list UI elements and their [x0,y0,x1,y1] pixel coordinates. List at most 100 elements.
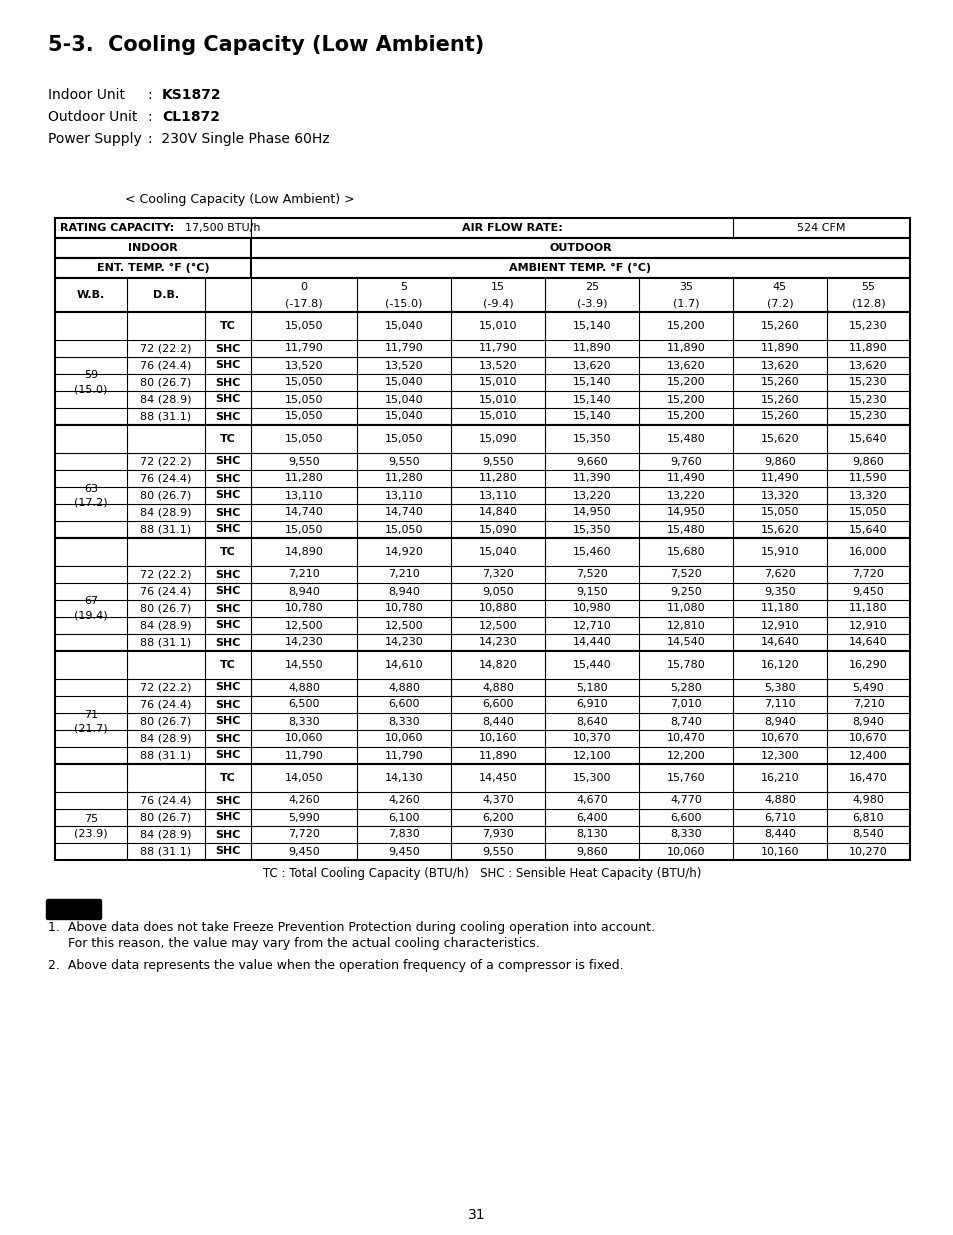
Text: SHC: SHC [215,587,240,597]
Text: SHC: SHC [215,751,240,761]
Text: AIR FLOW RATE:: AIR FLOW RATE: [461,224,562,233]
Text: :  230V Single Phase 60Hz: : 230V Single Phase 60Hz [148,132,330,146]
Text: :: : [148,110,161,124]
Text: 15,050: 15,050 [284,411,323,421]
Text: 12,910: 12,910 [848,620,887,631]
Text: (-17.8): (-17.8) [285,298,322,308]
Text: 15: 15 [491,282,504,291]
Text: 8,130: 8,130 [576,830,607,840]
Text: 11,890: 11,890 [478,751,517,761]
Text: 5-3.  Cooling Capacity (Low Ambient): 5-3. Cooling Capacity (Low Ambient) [48,35,484,56]
Text: 76 (24.4): 76 (24.4) [140,699,192,709]
Text: 16,290: 16,290 [848,659,887,671]
Text: SHC: SHC [215,457,240,467]
Text: 15,010: 15,010 [478,394,517,405]
Text: 14,050: 14,050 [284,773,323,783]
Text: 15,460: 15,460 [572,547,611,557]
Text: 8,640: 8,640 [576,716,607,726]
Text: 7,320: 7,320 [481,569,514,579]
Text: 15,230: 15,230 [848,378,887,388]
Text: 9,550: 9,550 [388,457,419,467]
Text: 7,720: 7,720 [288,830,319,840]
Text: 16,210: 16,210 [760,773,799,783]
Text: 13,520: 13,520 [384,361,423,370]
Text: 14,450: 14,450 [478,773,517,783]
Text: Indoor Unit: Indoor Unit [48,88,125,103]
Text: SHC: SHC [215,683,240,693]
Text: 15,090: 15,090 [478,433,517,445]
Text: 13,620: 13,620 [666,361,704,370]
Text: 15,140: 15,140 [572,378,611,388]
Text: 88 (31.1): 88 (31.1) [140,846,192,857]
Text: 15,300: 15,300 [572,773,611,783]
Text: 72 (22.2): 72 (22.2) [140,343,192,353]
Text: 4,260: 4,260 [388,795,419,805]
Text: 14,640: 14,640 [848,637,887,647]
Text: 15,910: 15,910 [760,547,799,557]
Text: 9,860: 9,860 [576,846,607,857]
Text: SHC: SHC [215,490,240,500]
Text: 72 (22.2): 72 (22.2) [140,683,192,693]
Bar [55,651,909,764]
Text: 15,050: 15,050 [284,394,323,405]
Text: 15,010: 15,010 [478,321,517,331]
Text: 15,050: 15,050 [284,433,323,445]
Text: 10,060: 10,060 [284,734,323,743]
Text: 14,610: 14,610 [384,659,423,671]
Text: 13,320: 13,320 [760,490,799,500]
Text: 14,230: 14,230 [478,637,517,647]
Text: 16,470: 16,470 [848,773,887,783]
Text: 88 (31.1): 88 (31.1) [140,751,192,761]
Text: SHC: SHC [215,378,240,388]
Text: For this reason, the value may vary from the actual cooling characteristics.: For this reason, the value may vary from… [68,937,539,951]
Text: 15,480: 15,480 [666,433,704,445]
Text: 15,050: 15,050 [384,433,423,445]
Text: 4,370: 4,370 [481,795,514,805]
Text: 80 (26.7): 80 (26.7) [140,716,192,726]
Text: KS1872: KS1872 [162,88,221,103]
Text: SHC: SHC [215,604,240,614]
Text: 7,210: 7,210 [288,569,319,579]
Text: 9,450: 9,450 [288,846,319,857]
Text: 16,120: 16,120 [760,659,799,671]
Text: 0: 0 [300,282,307,291]
Text: TC: TC [220,547,235,557]
Text: 71: 71 [84,709,98,720]
Text: Power Supply: Power Supply [48,132,142,146]
Text: 15,050: 15,050 [848,508,887,517]
Text: 8,330: 8,330 [670,830,701,840]
Text: 11,390: 11,390 [572,473,611,483]
Text: 84 (28.9): 84 (28.9) [140,620,192,631]
Text: 6,400: 6,400 [576,813,607,823]
Text: 13,110: 13,110 [478,490,517,500]
Text: SHC: SHC [215,830,240,840]
Text: INDOOR: INDOOR [128,243,177,253]
Text: TC : Total Cooling Capacity (BTU/h)   SHC : Sensible Heat Capacity (BTU/h): TC : Total Cooling Capacity (BTU/h) SHC … [263,867,701,881]
Text: 13,620: 13,620 [760,361,799,370]
Text: 12,200: 12,200 [666,751,704,761]
Text: 11,890: 11,890 [760,343,799,353]
Text: 4,670: 4,670 [576,795,607,805]
Text: TC: TC [220,659,235,671]
Text: 11,280: 11,280 [284,473,323,483]
Text: 11,180: 11,180 [760,604,799,614]
Text: 45: 45 [772,282,786,291]
Text: 12,400: 12,400 [848,751,887,761]
Text: 15,200: 15,200 [666,394,704,405]
Text: SHC: SHC [215,846,240,857]
Text: NOTE: NOTE [55,903,93,916]
Text: 8,940: 8,940 [763,716,795,726]
Text: 15,040: 15,040 [384,378,423,388]
Text: 7,010: 7,010 [670,699,701,709]
Text: 10,060: 10,060 [666,846,704,857]
Text: 14,890: 14,890 [284,547,323,557]
Text: 11,890: 11,890 [666,343,704,353]
Text: 14,950: 14,950 [572,508,611,517]
Text: 14,840: 14,840 [478,508,517,517]
Text: 8,940: 8,940 [288,587,319,597]
Text: 7,520: 7,520 [576,569,607,579]
Text: SHC: SHC [215,795,240,805]
Text: 6,200: 6,200 [481,813,514,823]
Text: 4,880: 4,880 [288,683,319,693]
Text: 4,980: 4,980 [852,795,883,805]
